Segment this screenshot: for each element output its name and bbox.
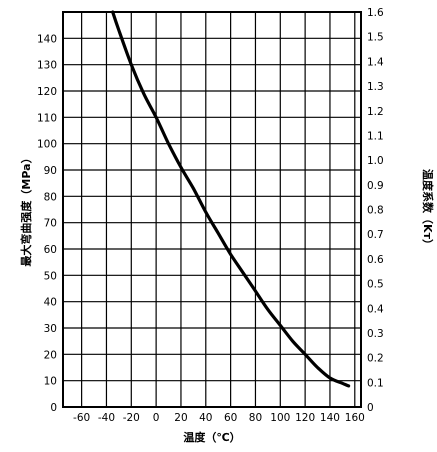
x-tick-label: 60 (224, 412, 237, 424)
y2-tick-label: 0.7 (367, 229, 384, 241)
y-tick-label: 40 (44, 297, 57, 309)
x-tick-labels: -60 -40 -20 0 20 40 60 80 100 120 140 160 (73, 412, 365, 424)
x-tick-label: 40 (199, 412, 212, 424)
x-tick-label: -40 (98, 412, 115, 424)
y-tick-label: 90 (44, 165, 57, 177)
y2-tick-label: 1.3 (367, 81, 384, 93)
y-tick-label: 140 (37, 33, 57, 45)
y2-tick-label: 1.1 (367, 130, 384, 142)
y2-tick-label: 1.4 (367, 56, 384, 68)
y-axis-label: 最大弯曲强度（MPa） (19, 152, 33, 266)
y-tick-label: 130 (37, 60, 57, 72)
y2-tick-label: 1.5 (367, 32, 384, 44)
y2-tick-label: 0.1 (367, 377, 384, 389)
y-tick-label: 30 (44, 323, 57, 335)
x-axis-label: 温度（℃） (183, 430, 240, 444)
y-tick-label: 0 (50, 402, 57, 414)
y-tick-label: 100 (37, 139, 57, 151)
y2-tick-label: 0.4 (367, 303, 384, 315)
y-tick-label: 120 (37, 86, 57, 98)
y2-tick-label: 0.9 (367, 180, 384, 192)
y-tick-label: 80 (44, 191, 57, 203)
y2-tick-label: 0.2 (367, 353, 384, 365)
y2-tick-label: 0.6 (367, 254, 384, 266)
curve-layer (111, 10, 351, 388)
y2-tick-label: 0.5 (367, 279, 384, 291)
x-tick-label: 140 (320, 412, 340, 424)
x-tick-label: 120 (295, 412, 315, 424)
plot-frame (62, 11, 362, 408)
y-tick-label: 70 (44, 218, 57, 230)
x-tick-label: 20 (174, 412, 187, 424)
grid (63, 12, 361, 407)
y2-tick-label: 1.6 (367, 7, 384, 19)
y-tick-label: 110 (37, 112, 57, 124)
y-tick-label: 60 (44, 244, 57, 256)
y-tick-labels: 0 10 20 30 40 50 60 70 80 90 100 110 120 130 140 (37, 33, 57, 414)
x-tick-label: 160 (345, 412, 365, 424)
series-line-0 (111, 10, 351, 388)
y2-tick-label: 0 (367, 402, 374, 414)
y-tick-label: 10 (44, 376, 57, 388)
y2-tick-label: 0.3 (367, 328, 384, 340)
y2-tick-label: 1.2 (367, 106, 384, 118)
x-tick-label: 0 (153, 412, 160, 424)
x-tick-label: -60 (73, 412, 90, 424)
x-tick-label: 100 (270, 412, 290, 424)
y-tick-label: 50 (44, 270, 57, 282)
y2-axis-label: 温度系数（Kт） (421, 169, 435, 250)
x-tick-label: 80 (249, 412, 262, 424)
y2-tick-labels: 0 0.1 0.2 0.3 0.4 0.5 0.6 0.7 0.8 0.9 1.0 1.1 1.2 1.3… (367, 7, 384, 414)
y2-tick-label: 1.0 (367, 155, 384, 167)
y2-tick-label: 0.8 (367, 205, 384, 217)
y-tick-label: 20 (44, 349, 57, 361)
x-tick-label: -20 (123, 412, 140, 424)
